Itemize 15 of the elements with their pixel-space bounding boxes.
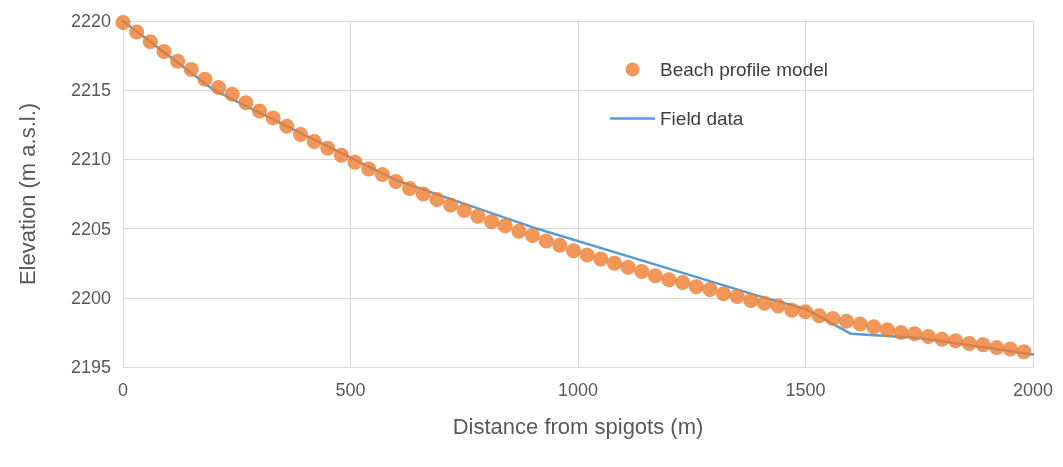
x-tick-label: 2000 xyxy=(1012,380,1054,400)
y-tick-label: 2195 xyxy=(70,357,111,377)
y-tick-label: 2215 xyxy=(70,80,111,101)
x-axis-title: Distance from spigots (m) xyxy=(452,413,704,439)
y-tick-label: 2205 xyxy=(70,218,111,239)
x-tick-label: 1500 xyxy=(785,380,826,400)
legend-label: Beach profile model xyxy=(660,59,828,80)
legend-label: Field data xyxy=(660,108,744,129)
x-tick-label: 1000 xyxy=(557,380,599,400)
y-tick-label: 2210 xyxy=(70,149,111,170)
y-tick-label: 2220 xyxy=(70,11,111,31)
y-axis-title: Elevation (m a.s.l.) xyxy=(14,102,40,286)
x-tick-label: 0 xyxy=(117,380,129,400)
x-tick-label: 500 xyxy=(335,380,366,400)
y-tick-label: 2200 xyxy=(70,287,111,308)
